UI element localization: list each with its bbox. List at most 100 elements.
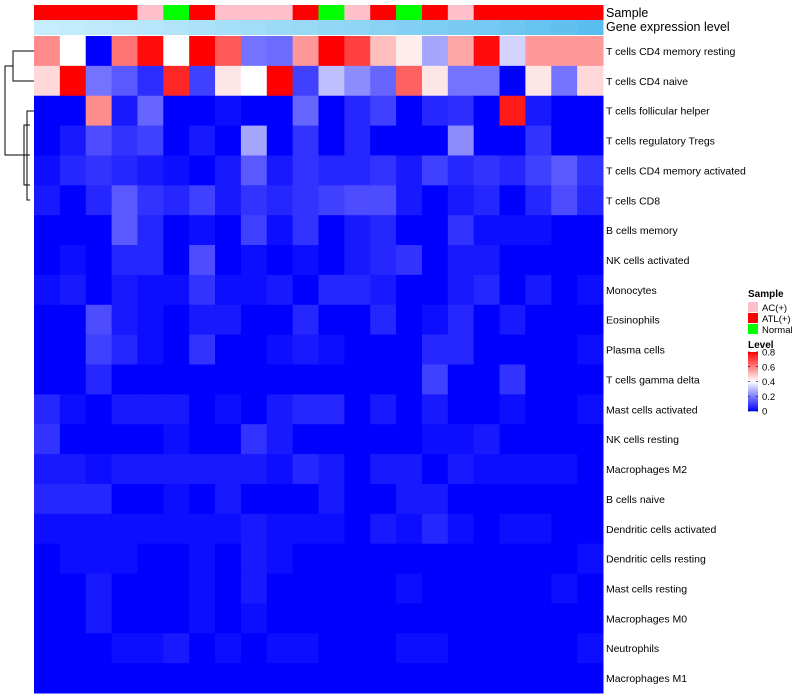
- colorbar-step: [748, 394, 758, 397]
- heatmap-cell: [499, 543, 526, 575]
- heatmap-cell: [292, 573, 319, 604]
- heatmap-cell: [111, 36, 138, 67]
- heatmap-cell: [421, 95, 449, 127]
- heatmap-cell: [137, 364, 164, 395]
- sample-annotation-cell: [396, 5, 423, 20]
- heatmap-cell: [396, 483, 423, 515]
- heatmap-cell: [344, 424, 371, 455]
- heatmap-cell: [266, 543, 294, 575]
- colorbar-step: [748, 403, 758, 406]
- heatmap-cell: [292, 334, 319, 365]
- sample-annotation-cell: [163, 5, 190, 20]
- heatmap-cell: [111, 95, 138, 127]
- heatmap-cell: [215, 215, 242, 246]
- heatmap-cell: [85, 36, 113, 67]
- heatmap-cell: [396, 125, 423, 156]
- heatmap-cell: [137, 215, 164, 246]
- row-label: T cells regulatory Tregs: [606, 136, 715, 148]
- heatmap-cell: [85, 663, 113, 694]
- heatmap-cell: [473, 394, 501, 425]
- sample-annotation-cell: [85, 5, 113, 20]
- heatmap-cell: [421, 543, 449, 575]
- heatmap-cell: [473, 454, 501, 485]
- colorbar-step: [748, 397, 758, 400]
- heatmap-cell: [59, 304, 87, 336]
- heatmap-cell: [189, 573, 216, 604]
- heatmap-cell: [318, 95, 345, 127]
- heatmap-cell: [59, 633, 87, 664]
- heatmap-cell: [447, 394, 475, 425]
- heatmap-cell: [525, 125, 552, 156]
- colorbar-step: [748, 396, 758, 399]
- heatmap-cell: [292, 663, 319, 694]
- heatmap-cell: [551, 424, 578, 455]
- heatmap-cell: [137, 663, 164, 694]
- heatmap-cell: [370, 245, 397, 276]
- heatmap-cell: [551, 513, 578, 545]
- heatmap-cell: [499, 95, 526, 127]
- heatmap-cell: [473, 185, 501, 216]
- sample-annotation-cell: [292, 5, 319, 20]
- expression-annotation-cell: [344, 20, 371, 35]
- heatmap-cell: [318, 513, 345, 545]
- heatmap-cell: [499, 394, 526, 425]
- heatmap-cell: [344, 663, 371, 694]
- heatmap-cell: [189, 603, 216, 634]
- heatmap-cell: [396, 394, 423, 425]
- colorbar-step: [748, 393, 758, 396]
- heatmap-cell: [421, 304, 449, 336]
- heatmap-cell: [447, 483, 475, 515]
- heatmap-cell: [318, 424, 345, 455]
- heatmap-cell: [34, 483, 61, 515]
- heatmap-cell: [370, 424, 397, 455]
- heatmap-cell: [447, 543, 475, 575]
- heatmap-cell: [577, 125, 604, 156]
- heatmap-cell: [525, 454, 552, 485]
- colorbar-step: [748, 359, 758, 362]
- heatmap-cell: [240, 245, 268, 276]
- heatmap-cell: [447, 663, 475, 694]
- heatmap-cell: [370, 36, 397, 67]
- heatmap-cell: [344, 185, 371, 216]
- heatmap-cell: [318, 36, 345, 67]
- heatmap-cell: [525, 215, 552, 246]
- heatmap-cell: [189, 245, 216, 276]
- heatmap-cell: [525, 633, 552, 664]
- heatmap-cell: [318, 125, 345, 156]
- heatmap-cell: [240, 364, 268, 395]
- heatmap-cell: [396, 65, 423, 97]
- colorbar-step: [748, 405, 758, 407]
- heatmap-cell: [34, 394, 61, 425]
- heatmap-cell: [370, 215, 397, 246]
- heatmap-cell: [421, 663, 449, 694]
- heatmap-cell: [163, 603, 190, 634]
- sample-annotation-cell: [240, 5, 268, 20]
- row-label: Macrophages M1: [606, 673, 687, 685]
- heatmap-cell: [59, 185, 87, 216]
- heatmap-cell: [318, 364, 345, 395]
- heatmap-cell: [292, 215, 319, 246]
- heatmap-cell: [499, 454, 526, 485]
- heatmap-cell: [163, 334, 190, 365]
- row-labels: T cells CD4 memory resting T cells CD4 na…: [606, 46, 746, 685]
- heatmap-cell: [59, 394, 87, 425]
- expression-annotation-cell: [85, 20, 113, 35]
- heatmap-cell: [292, 483, 319, 515]
- heatmap-cell: [34, 573, 61, 604]
- heatmap-cell: [344, 125, 371, 156]
- sample-annotation-cell: [577, 5, 604, 20]
- heatmap-cell: [370, 274, 397, 306]
- heatmap-cell: [551, 155, 578, 186]
- colorbar-step: [748, 352, 758, 354]
- heatmap-cell: [189, 424, 216, 455]
- heatmap-cell: [525, 364, 552, 395]
- heatmap-cell: [318, 274, 345, 306]
- heatmap-cell: [525, 663, 552, 694]
- heatmap-cell: [215, 513, 242, 545]
- annotation-title-sample: Sample: [606, 6, 648, 20]
- heatmap-cell: [215, 155, 242, 186]
- heatmap-cell: [292, 185, 319, 216]
- heatmap-cell: [473, 663, 501, 694]
- heatmap-cell: [473, 513, 501, 545]
